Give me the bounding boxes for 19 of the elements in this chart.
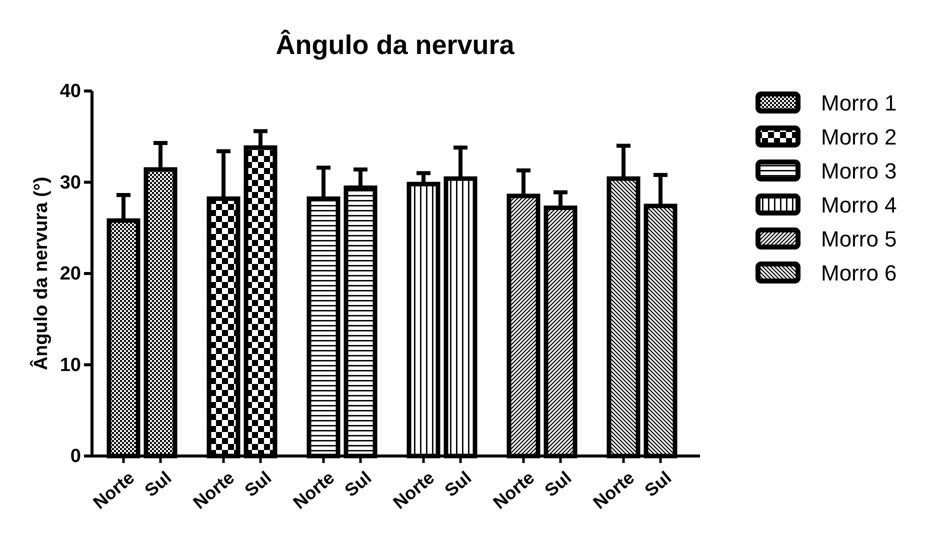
y-tick-label: 30 [60,172,81,194]
y-tick-label: 40 [60,81,81,102]
legend-label: Morro 6 [821,260,897,286]
x-tick-label: Sul [240,467,276,501]
legend-label: Morro 1 [821,90,897,116]
legend-label: Morro 5 [821,226,897,252]
x-tick-label: Sul [440,467,476,501]
y-tick-label: 0 [70,446,81,468]
chart-title: Ângulo da nervura [276,29,516,60]
x-tick-label: Sul [140,467,176,501]
x-tick-label: Sul [640,467,676,501]
x-tick-label: Sul [540,467,576,501]
legend-label: Morro 2 [821,124,897,150]
legend-label: Morro 4 [821,192,897,218]
legend-label: Morro 3 [821,158,897,184]
y-axis-title: Ângulo da nervura (°) [29,176,52,370]
y-tick-label: 10 [60,354,81,376]
x-tick-label: Sul [340,467,376,501]
y-tick-label: 20 [60,264,81,285]
